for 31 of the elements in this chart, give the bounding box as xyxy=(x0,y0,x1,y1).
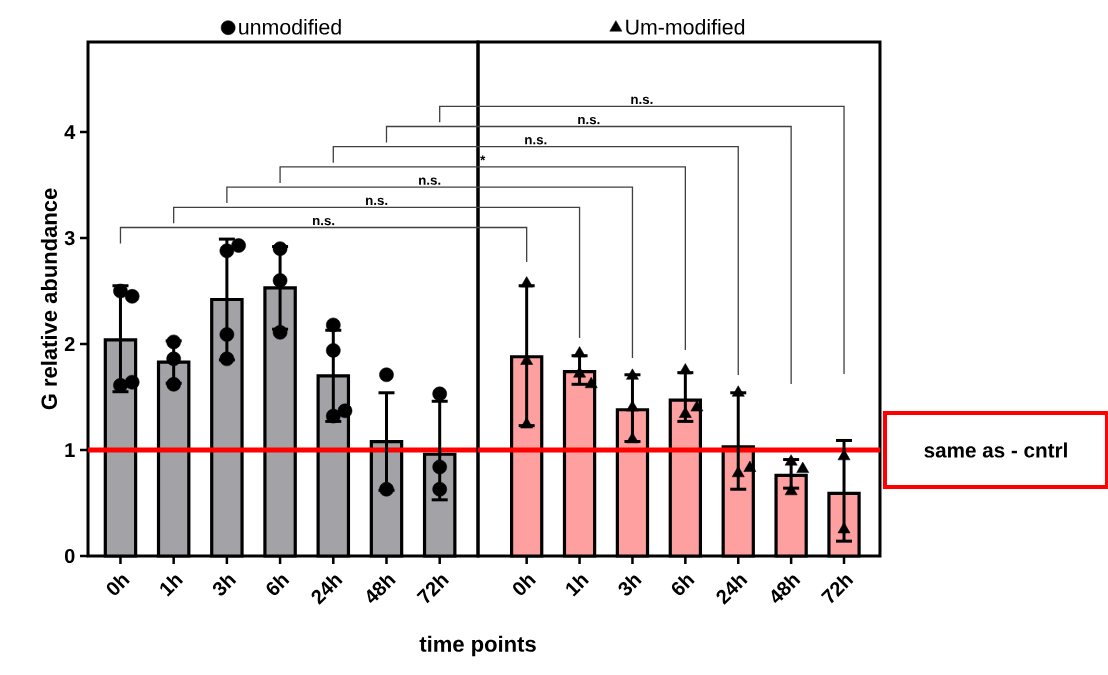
annotation: n.s. xyxy=(312,217,335,226)
legend-label: Um-modified xyxy=(626,18,745,35)
x-tick-label: 6h xyxy=(671,575,695,595)
annotation: n.s. xyxy=(578,116,600,125)
y-tick-label: 0 xyxy=(64,548,75,564)
x-tick-label: 6h xyxy=(266,575,290,595)
annotation: n.s. xyxy=(366,197,388,206)
annotation: * xyxy=(480,155,486,161)
x-tick-label: 1h xyxy=(160,575,184,597)
x-tick-label: 3h xyxy=(618,575,642,596)
x-tick-label: 3h xyxy=(212,575,237,596)
x-tick-label: 72h xyxy=(820,575,854,604)
x-tick-label: 72h xyxy=(416,575,450,604)
x-tick-label: 1h xyxy=(566,575,589,597)
ref-line-label: same as - cntrl xyxy=(924,442,1067,458)
x-tick-label: 48h xyxy=(771,575,801,604)
x-tick-label: 0h xyxy=(513,575,537,595)
x-axis-title: time points xyxy=(419,635,536,657)
annotation: n.s. xyxy=(631,96,653,105)
y-tick-label: 2 xyxy=(64,337,75,352)
y-tick-label: 4 xyxy=(64,125,76,139)
x-tick-label: 24h xyxy=(716,575,748,605)
legend-label: unmodified xyxy=(239,18,341,35)
x-tick-label: 48h xyxy=(366,575,396,604)
annotation: n.s. xyxy=(419,177,441,185)
y-tick-label: 3 xyxy=(64,230,75,246)
x-tick-label: 0h xyxy=(106,575,130,595)
annotation: n.s. xyxy=(525,137,547,145)
y-tick-label: 1 xyxy=(65,443,75,457)
y-axis-title: G relative abundance xyxy=(40,188,58,410)
x-tick-label: 24h xyxy=(311,575,343,605)
